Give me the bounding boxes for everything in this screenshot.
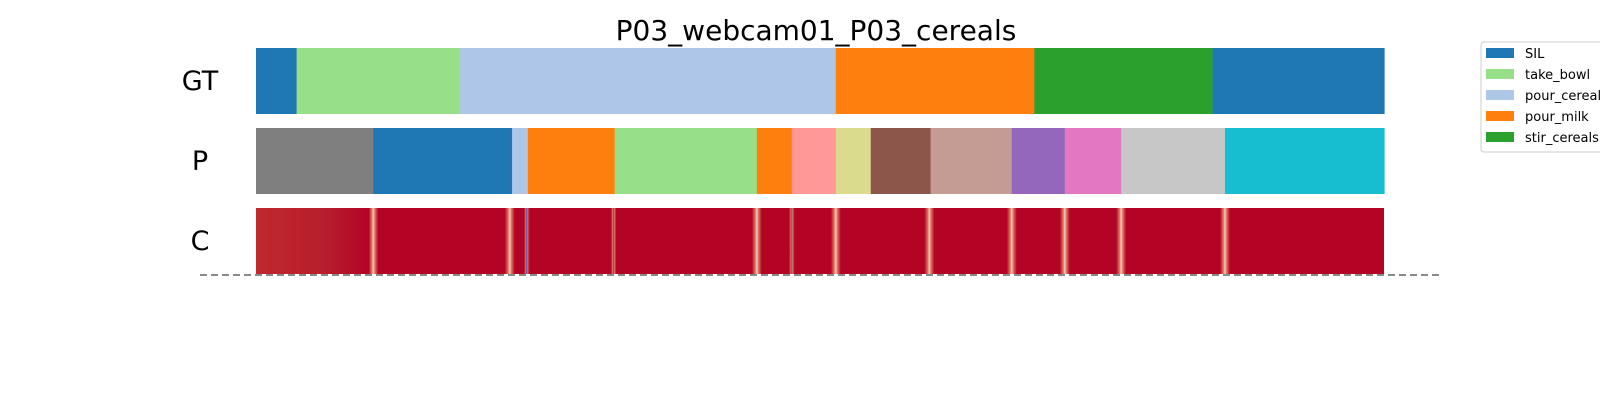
legend-swatch-stir-cereals [1486, 132, 1514, 142]
p-segment-c-gray-light [1121, 128, 1226, 194]
ground-truth-row [256, 48, 1385, 114]
p-segment-pour-milk [527, 128, 616, 194]
p-segment-pour-cereals [512, 128, 529, 194]
gt-segment-pour-milk [835, 48, 1035, 114]
gt-segment-SIL [1212, 48, 1385, 114]
confidence-heatmap [256, 208, 1384, 274]
p-segment-take-bowl [614, 128, 758, 194]
row-label-c: C [191, 226, 210, 257]
legend-swatch-SIL [1486, 48, 1514, 58]
p-segment-c-brown [870, 128, 932, 194]
legend-swatch-pour-milk [1486, 111, 1514, 121]
row-label-gt: GT [182, 66, 219, 97]
legend: SIL take_bowl pour_cereals pour_milk stir_ce… [1480, 41, 1600, 153]
legend-swatch-pour-cereals [1486, 90, 1514, 100]
legend-label-pour-cereals: pour_cereals [1525, 89, 1600, 104]
legend-label-pour-milk: pour_milk [1525, 110, 1589, 125]
row-label-p: P [192, 146, 208, 177]
p-segment-c-cyan [1224, 128, 1385, 194]
legend-label-take-bowl: take_bowl [1525, 68, 1590, 83]
gt-segment-SIL [256, 48, 298, 114]
p-segment-c-gray [256, 128, 374, 194]
p-segment-c-pink [1064, 128, 1122, 194]
p-segment-c-olive-light [835, 128, 872, 194]
prediction-row [256, 128, 1385, 194]
p-segment-c-brown-light [930, 128, 1013, 194]
chart-title: P03_webcam01_P03_cereals [616, 14, 1017, 47]
gt-segment-stir-cereals [1034, 48, 1214, 114]
confidence-row [256, 208, 1384, 274]
p-segment-c-pink-light [791, 128, 837, 194]
legend-swatch-take-bowl [1486, 69, 1514, 79]
gt-segment-pour-cereals [460, 48, 837, 114]
p-segment-pour-milk [756, 128, 793, 194]
p-segment-SIL [373, 128, 513, 194]
gt-segment-take-bowl [296, 48, 461, 114]
legend-label-stir-cereals: stir_cereals [1525, 131, 1599, 146]
p-segment-c-purple [1011, 128, 1066, 194]
legend-label-SIL: SIL [1525, 47, 1545, 62]
